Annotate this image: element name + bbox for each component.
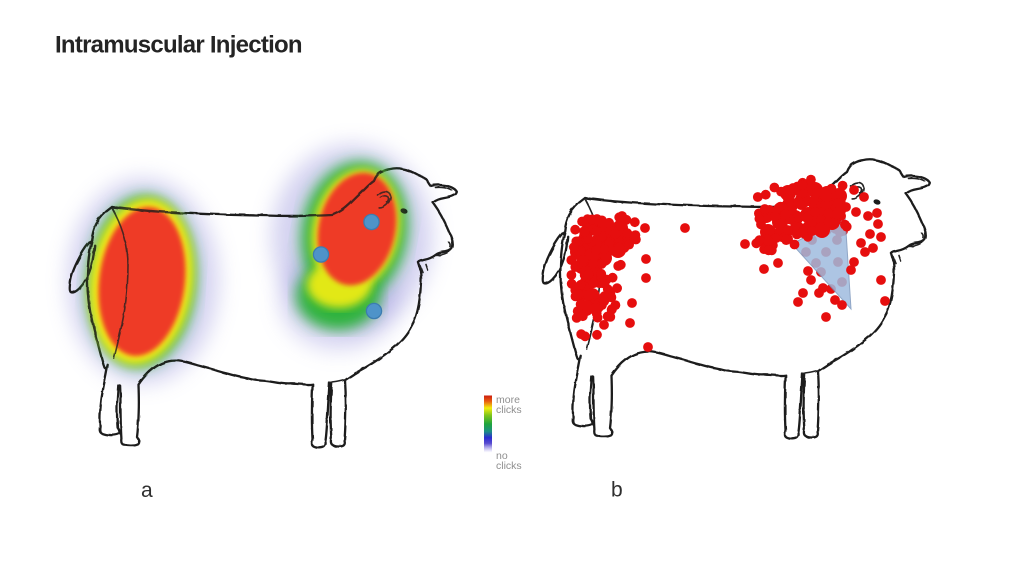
svg-text:more: more: [496, 394, 520, 406]
svg-text:clicks: clicks: [496, 460, 522, 472]
svg-text:b: b: [611, 479, 623, 502]
svg-text:a: a: [141, 479, 153, 502]
svg-text:Intramuscular Injection: Intramuscular Injection: [55, 32, 302, 59]
svg-text:clicks: clicks: [496, 404, 522, 416]
svg-text:no: no: [496, 450, 508, 462]
